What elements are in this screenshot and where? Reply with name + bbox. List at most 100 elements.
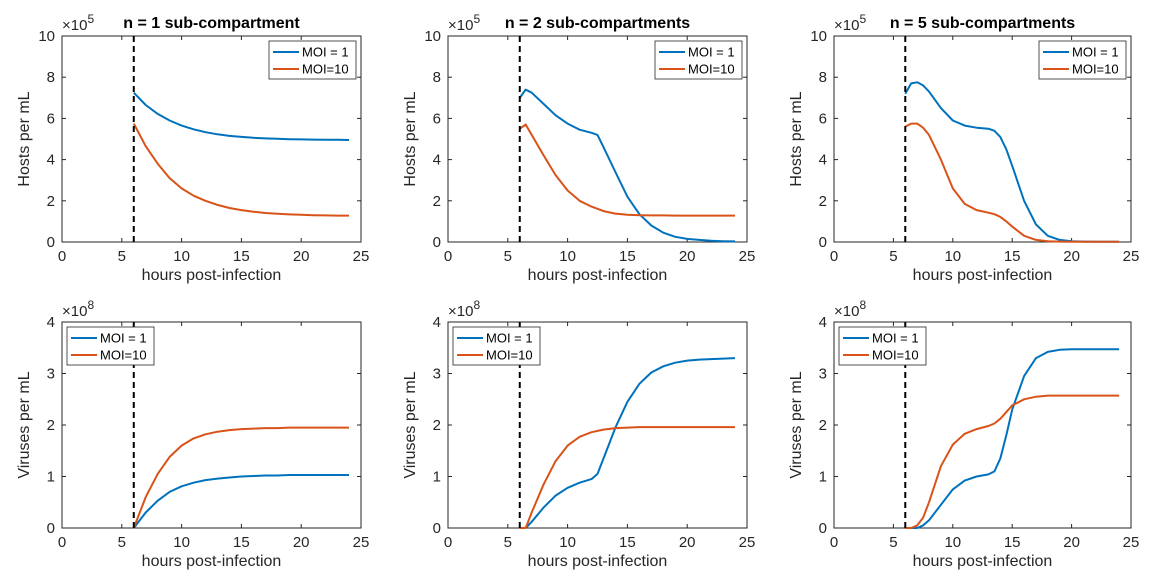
- y-axis-label: Viruses per mL: [16, 371, 33, 478]
- x-tick-label: 10: [559, 248, 576, 265]
- x-tick-label: 0: [830, 534, 838, 551]
- x-tick-label: 15: [619, 534, 636, 551]
- x-axis-label: hours post-infection: [528, 553, 668, 570]
- legend-box: [66, 326, 155, 366]
- legend: MOI = 1 MOI=10: [1038, 40, 1127, 80]
- x-tick-label: 15: [233, 534, 250, 551]
- legend-label: MOI = 1: [302, 45, 349, 60]
- series-line-moi-10: [132, 426, 349, 529]
- legend-box: [268, 40, 357, 80]
- y-tick-label: 10: [810, 28, 827, 45]
- y-axis-label: Hosts per mL: [16, 91, 33, 186]
- axis-multiplier-base: ×10: [62, 17, 87, 34]
- x-tick-label: 5: [504, 248, 512, 265]
- chart-panel-4: 0 5 10 15 20 25 0 1 2 3 4 ×108 hours post-infection V…: [16, 298, 369, 570]
- x-axis-label: hours post-infection: [913, 553, 1053, 570]
- y-tick-label: 1: [433, 469, 441, 486]
- y-axis-label: Viruses per mL: [788, 371, 805, 478]
- legend-box: [452, 326, 541, 366]
- x-tick-label: 25: [1123, 248, 1140, 265]
- x-tick-label: 20: [293, 248, 310, 265]
- x-tick-label: 10: [944, 248, 961, 265]
- x-tick-label: 10: [173, 248, 190, 265]
- y-tick-label: 0: [819, 520, 827, 537]
- y-tick-label: 6: [433, 110, 441, 127]
- y-tick-label: 1: [47, 469, 55, 486]
- axis-multiplier-exponent: 5: [859, 12, 866, 26]
- series-line-moi-1: [133, 92, 350, 141]
- y-tick-label: 2: [819, 417, 827, 434]
- legend-label: MOI=10: [688, 62, 735, 77]
- legend-label: MOI=10: [100, 348, 147, 363]
- axis-multiplier: ×105: [62, 12, 94, 34]
- series-line-moi-1: [518, 88, 736, 243]
- x-tick-label: 20: [1063, 248, 1080, 265]
- legend-label: MOI = 1: [872, 331, 919, 346]
- legend-label: MOI=10: [302, 62, 349, 77]
- axis-multiplier: ×105: [834, 12, 866, 34]
- axis-multiplier-exponent: 5: [87, 12, 94, 26]
- x-axis-label: hours post-infection: [142, 553, 282, 570]
- y-tick-label: 0: [433, 520, 441, 537]
- x-tick-label: 20: [293, 534, 310, 551]
- y-tick-label: 1: [819, 469, 827, 486]
- series-line-moi-10: [519, 123, 735, 217]
- series-line-moi-1: [133, 474, 349, 529]
- x-tick-label: 15: [1004, 248, 1021, 265]
- y-tick-label: 4: [433, 314, 441, 331]
- y-tick-label: 2: [47, 193, 55, 210]
- axis-multiplier-base: ×10: [834, 17, 859, 34]
- y-tick-label: 6: [819, 110, 827, 127]
- axis-multiplier-exponent: 8: [473, 298, 480, 312]
- axis-multiplier-base: ×10: [62, 303, 87, 320]
- y-tick-label: 0: [819, 234, 827, 251]
- x-tick-label: 25: [353, 248, 370, 265]
- x-tick-label: 5: [889, 248, 897, 265]
- x-tick-label: 5: [889, 534, 897, 551]
- series-line-moi-10: [905, 394, 1120, 529]
- x-tick-label: 0: [444, 534, 452, 551]
- y-tick-label: 4: [433, 152, 441, 169]
- x-tick-label: 20: [679, 248, 696, 265]
- y-tick-label: 10: [38, 28, 55, 45]
- x-tick-label: 15: [1004, 534, 1021, 551]
- y-tick-label: 6: [47, 110, 55, 127]
- legend-box: [1038, 40, 1127, 80]
- axis-multiplier: ×108: [62, 298, 94, 320]
- legend: MOI = 1 MOI=10: [66, 326, 155, 366]
- series-line-moi-1: [905, 348, 1120, 529]
- x-tick-label: 15: [619, 248, 636, 265]
- y-tick-label: 4: [47, 314, 55, 331]
- y-tick-label: 0: [47, 520, 55, 537]
- legend-label: MOI = 1: [688, 45, 735, 60]
- legend-label: MOI = 1: [100, 331, 147, 346]
- x-tick-label: 25: [739, 534, 756, 551]
- x-tick-label: 25: [1123, 534, 1140, 551]
- x-tick-label: 15: [233, 248, 250, 265]
- chart-panel-5: 0 5 10 15 20 25 0 1 2 3 4 ×108 hours post-infection V…: [402, 298, 755, 570]
- axis-multiplier: ×108: [448, 298, 480, 320]
- x-tick-label: 5: [118, 534, 126, 551]
- chart-title: n = 5 sub-compartments: [890, 15, 1075, 32]
- x-tick-label: 0: [444, 248, 452, 265]
- y-tick-label: 2: [819, 193, 827, 210]
- y-tick-label: 3: [433, 366, 441, 383]
- chart-title: n = 2 sub-compartments: [505, 15, 690, 32]
- y-tick-label: 2: [47, 417, 55, 434]
- x-tick-label: 20: [679, 534, 696, 551]
- legend-label: MOI = 1: [1072, 45, 1119, 60]
- y-axis-label: Hosts per mL: [788, 91, 805, 186]
- x-tick-label: 5: [504, 534, 512, 551]
- y-tick-label: 8: [433, 69, 441, 86]
- x-tick-label: 0: [58, 534, 66, 551]
- chart-title: n = 1 sub-compartment: [123, 15, 300, 32]
- series-line-moi-10: [519, 426, 735, 529]
- series-line-moi-10: [904, 122, 1120, 243]
- legend: MOI = 1 MOI=10: [654, 40, 743, 80]
- axis-multiplier-base: ×10: [448, 17, 473, 34]
- legend-label: MOI=10: [1072, 62, 1119, 77]
